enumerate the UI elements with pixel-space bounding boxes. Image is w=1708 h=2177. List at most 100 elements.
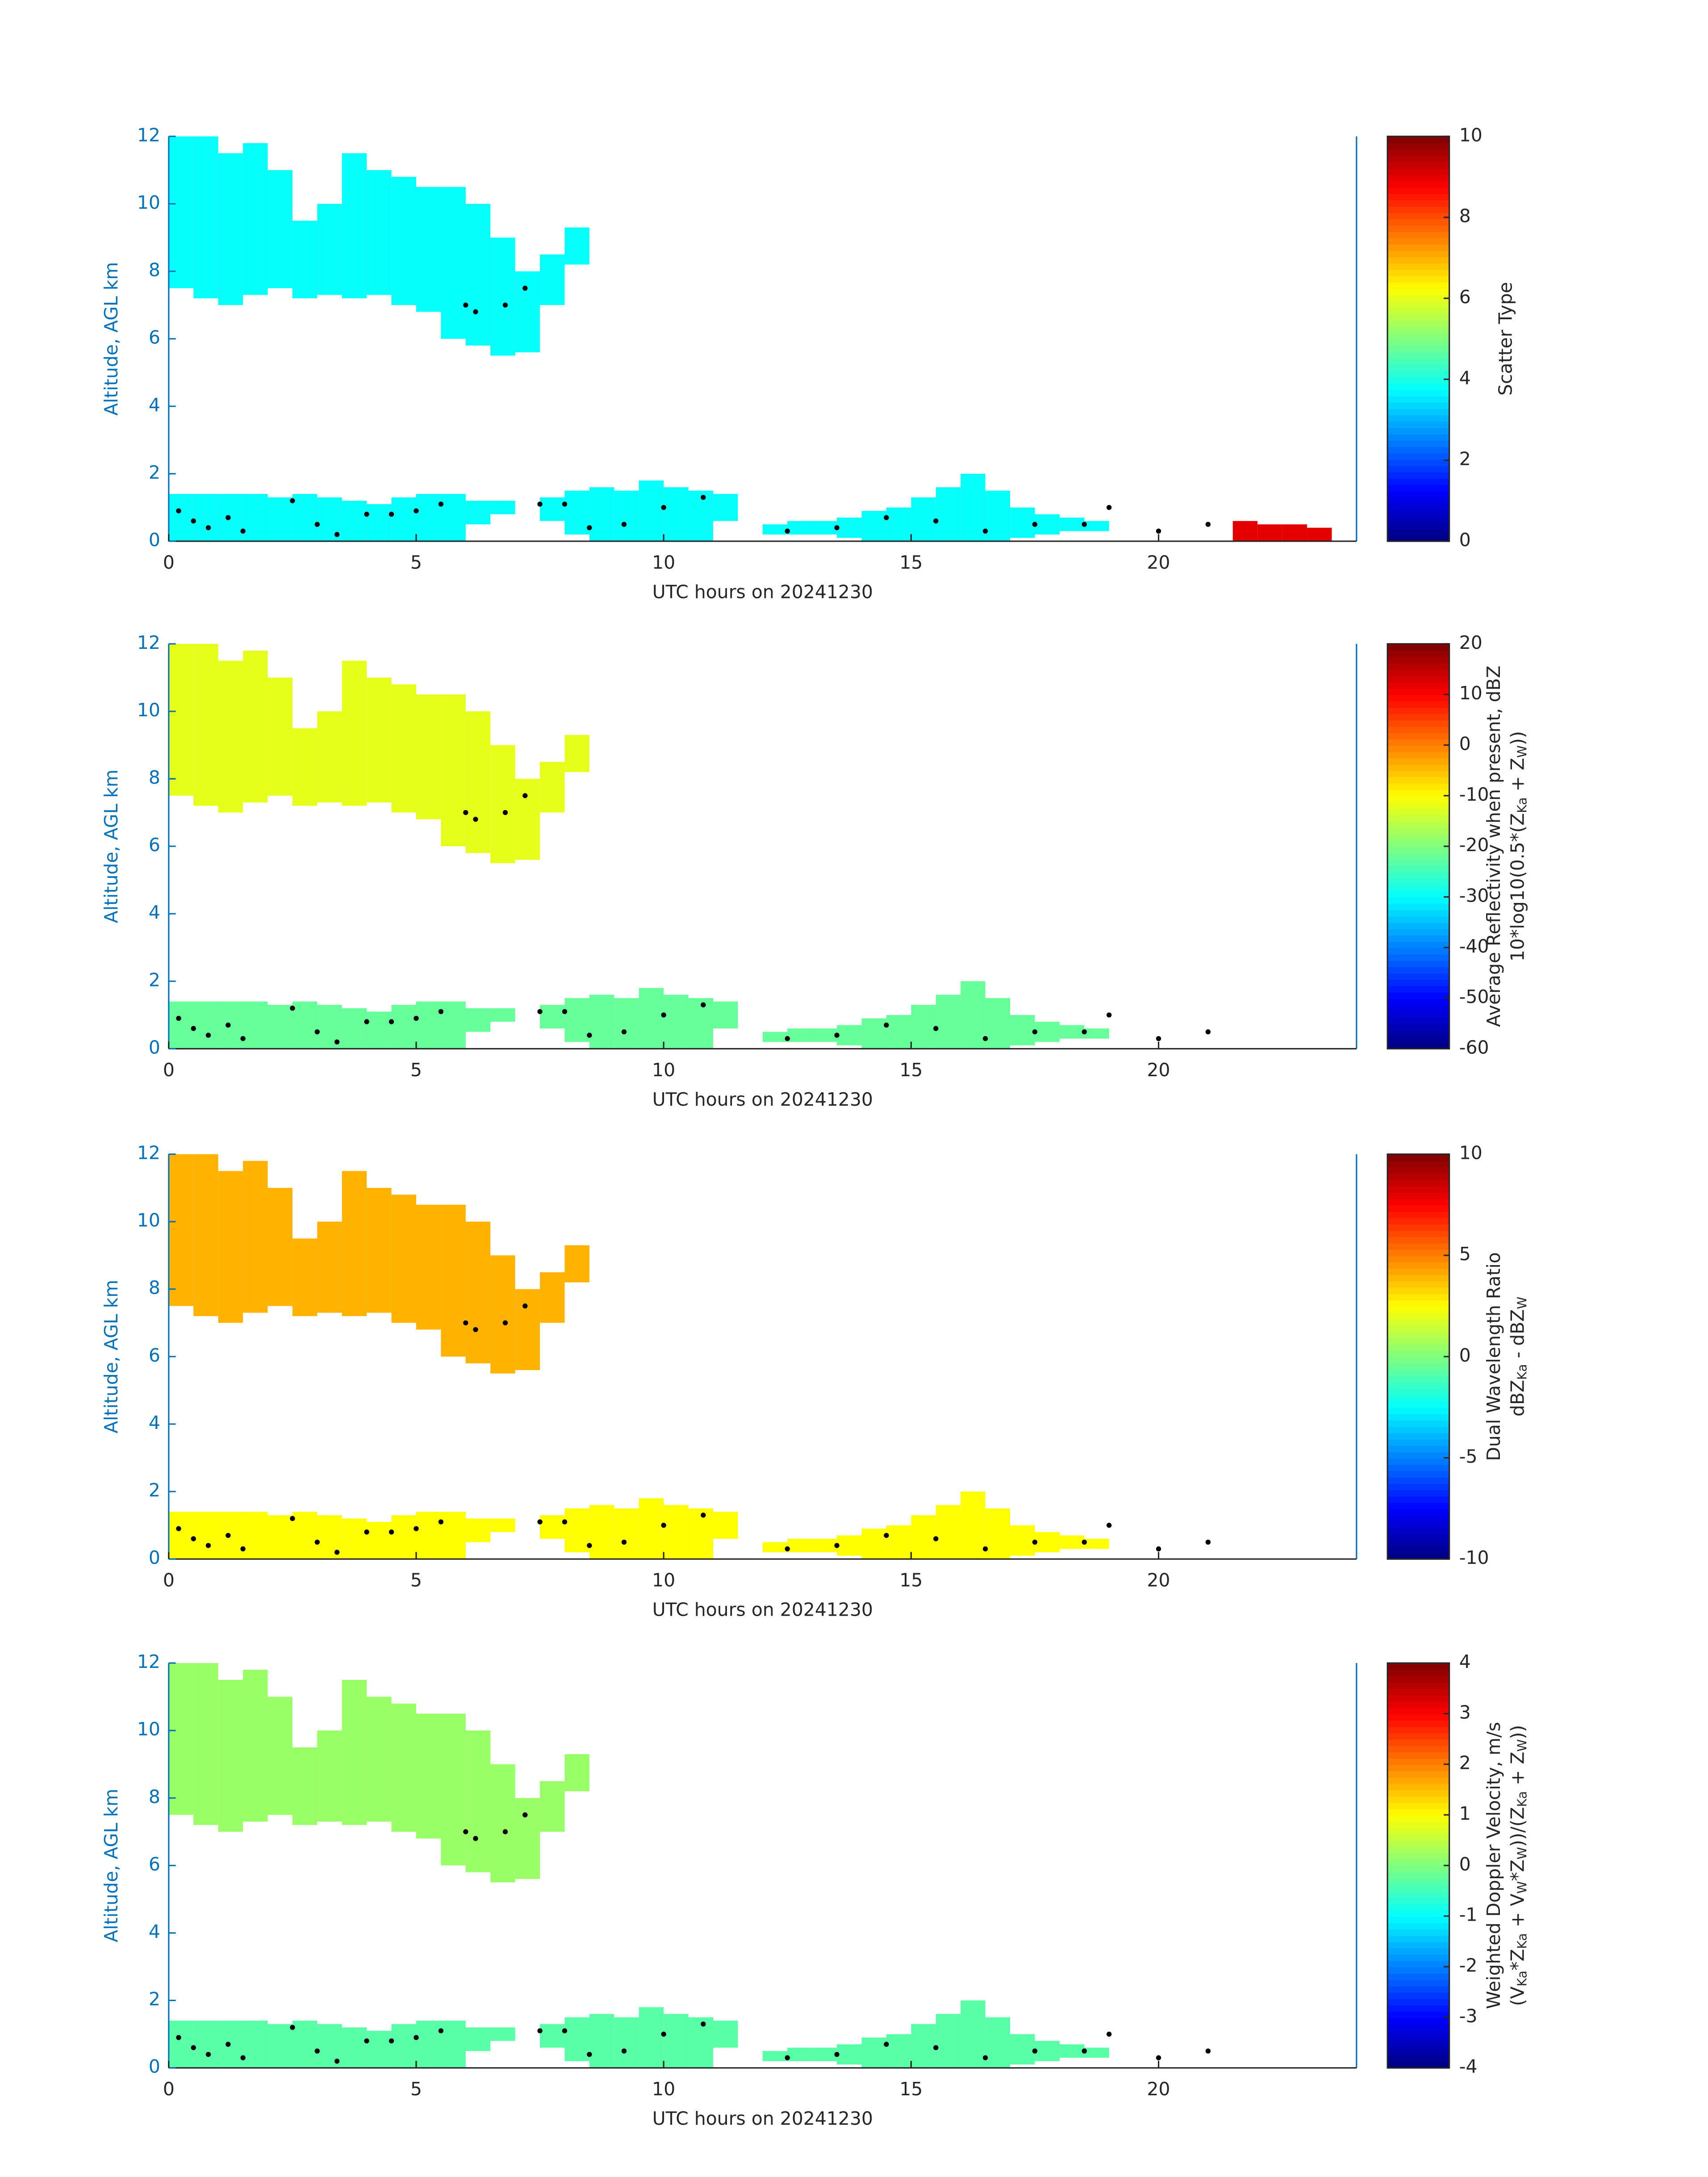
- marker-dot: [661, 1012, 666, 1018]
- marker-dot: [785, 1546, 790, 1552]
- colorbar-swatch: [1387, 1903, 1449, 1911]
- marker-dot: [522, 1303, 528, 1309]
- colorbar-swatch: [1387, 953, 1449, 961]
- colorbar-swatch: [1387, 2049, 1449, 2056]
- colorbar-swatch: [1387, 162, 1449, 169]
- cloud-column: [861, 1529, 886, 1559]
- marker-dot: [1107, 1012, 1112, 1018]
- cloud-column: [664, 1505, 689, 1559]
- marker-dot: [562, 2028, 568, 2034]
- subscript: W: [1515, 1881, 1530, 1894]
- colorbar-tick-label: -3: [1459, 2005, 1478, 2027]
- colorbar-swatch: [1387, 1682, 1449, 1689]
- colorbar-tick-label: -10: [1459, 1547, 1489, 1568]
- colorbar-swatch: [1387, 2055, 1449, 2063]
- cloud-column: [416, 187, 441, 312]
- label-part: + V: [1507, 1894, 1528, 1933]
- marker-dot: [502, 302, 508, 308]
- marker-dot: [191, 1026, 196, 1031]
- marker-dot: [205, 2052, 211, 2057]
- marker-dot: [834, 525, 839, 531]
- colorbar-swatch: [1387, 1426, 1449, 1433]
- cloud-column: [168, 1154, 194, 1306]
- marker-dot: [413, 1015, 419, 1021]
- marker-dot: [884, 1022, 889, 1028]
- cloud-column: [540, 762, 565, 813]
- x-axis-label: UTC hours on 20241230: [652, 1599, 873, 1621]
- colorbar-swatch: [1387, 1534, 1449, 1541]
- marker-dot: [621, 1539, 627, 1545]
- colorbar-swatch: [1387, 1331, 1449, 1338]
- cloud-column: [1035, 514, 1060, 535]
- colorbar-swatch: [1387, 187, 1449, 194]
- colorbar-swatch: [1387, 935, 1449, 942]
- marker-dot: [587, 1543, 592, 1548]
- marker-dot: [388, 2038, 394, 2043]
- colorbar-swatch: [1387, 1827, 1449, 1835]
- colorbar-tick-label: 8: [1459, 205, 1471, 227]
- marker-dot: [1082, 522, 1087, 527]
- colorbar-swatch: [1387, 1029, 1449, 1037]
- cloud-column: [837, 1025, 862, 1045]
- colorbar-swatch: [1387, 1198, 1449, 1206]
- cloud-column: [564, 490, 589, 535]
- cloud-column: [193, 1512, 218, 1559]
- colorbar-swatch: [1387, 2036, 1449, 2043]
- cloud-column: [812, 1538, 837, 1553]
- x-axis-label: UTC hours on 20241230: [652, 581, 873, 602]
- colorbar-swatch: [1387, 966, 1449, 974]
- colorbar-swatch: [1387, 777, 1449, 784]
- colorbar-swatch: [1387, 1745, 1449, 1752]
- cloud-column: [515, 271, 540, 352]
- cloud-column: [292, 2020, 317, 2068]
- colorbar-swatch: [1387, 1186, 1449, 1193]
- cloud-column: [960, 981, 986, 1049]
- marker-dot: [701, 2021, 706, 2027]
- colorbar-swatch: [1387, 1394, 1449, 1402]
- cloud-column: [465, 711, 491, 853]
- cloud-column: [168, 494, 194, 541]
- colorbar-swatch: [1387, 1998, 1449, 2006]
- colorbar-swatch: [1387, 688, 1449, 695]
- x-tick-label: 20: [1147, 552, 1170, 573]
- colorbar-swatch: [1387, 890, 1449, 898]
- y-tick-label: 8: [149, 767, 160, 788]
- marker-dot: [438, 501, 444, 507]
- colorbar-swatch: [1387, 669, 1449, 677]
- marker-dot: [314, 1029, 320, 1035]
- colorbar-tick-label: 0: [1459, 1853, 1471, 1875]
- marker-dot: [834, 1543, 839, 1548]
- y-tick-label: 6: [149, 834, 160, 856]
- y-tick-label: 0: [149, 1036, 160, 1058]
- marker-dot: [176, 1526, 181, 1531]
- x-tick-label: 5: [410, 1059, 422, 1081]
- cloud-column: [886, 1525, 911, 1559]
- cloud-column: [243, 650, 268, 802]
- cloud-column: [441, 1001, 466, 1049]
- colorbar-swatch: [1387, 1318, 1449, 1326]
- colorbar-tick-label: -20: [1459, 834, 1489, 856]
- cloud-column: [218, 153, 243, 305]
- x-tick-label: 20: [1147, 2078, 1170, 2100]
- colorbar-swatch: [1387, 1985, 1449, 1993]
- cloud-column: [391, 1515, 417, 1559]
- marker-dot: [1156, 1546, 1161, 1552]
- marker-dot: [1082, 1539, 1087, 1545]
- cloud-column: [267, 1696, 292, 1815]
- colorbar-swatch: [1387, 1255, 1449, 1262]
- colorbar-swatch: [1387, 770, 1449, 777]
- colorbar-swatch: [1387, 922, 1449, 929]
- marker-dot: [191, 1536, 196, 1542]
- colorbar-swatch: [1387, 865, 1449, 873]
- marker-dot: [240, 2055, 246, 2060]
- colorbar-swatch: [1387, 389, 1449, 397]
- colorbar-swatch: [1387, 1350, 1449, 1358]
- cloud-column: [416, 1713, 441, 1839]
- cloud-column: [960, 1492, 986, 1559]
- x-tick-label: 5: [410, 552, 422, 573]
- cloud-column: [367, 1696, 392, 1822]
- cloud-column: [243, 1670, 268, 1822]
- label-part: Scatter Type: [1495, 282, 1516, 396]
- marker-dot: [473, 309, 478, 314]
- colorbar-swatch: [1387, 1489, 1449, 1497]
